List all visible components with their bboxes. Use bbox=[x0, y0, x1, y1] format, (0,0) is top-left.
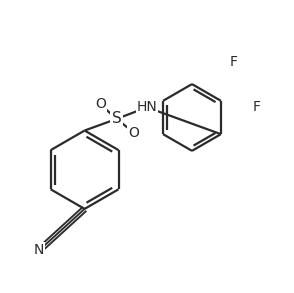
Text: N: N bbox=[34, 243, 44, 257]
Text: S: S bbox=[112, 111, 121, 126]
Text: F: F bbox=[253, 100, 261, 114]
Text: F: F bbox=[230, 55, 238, 69]
Text: O: O bbox=[95, 97, 106, 111]
Text: O: O bbox=[128, 126, 139, 139]
Text: HN: HN bbox=[137, 100, 157, 114]
